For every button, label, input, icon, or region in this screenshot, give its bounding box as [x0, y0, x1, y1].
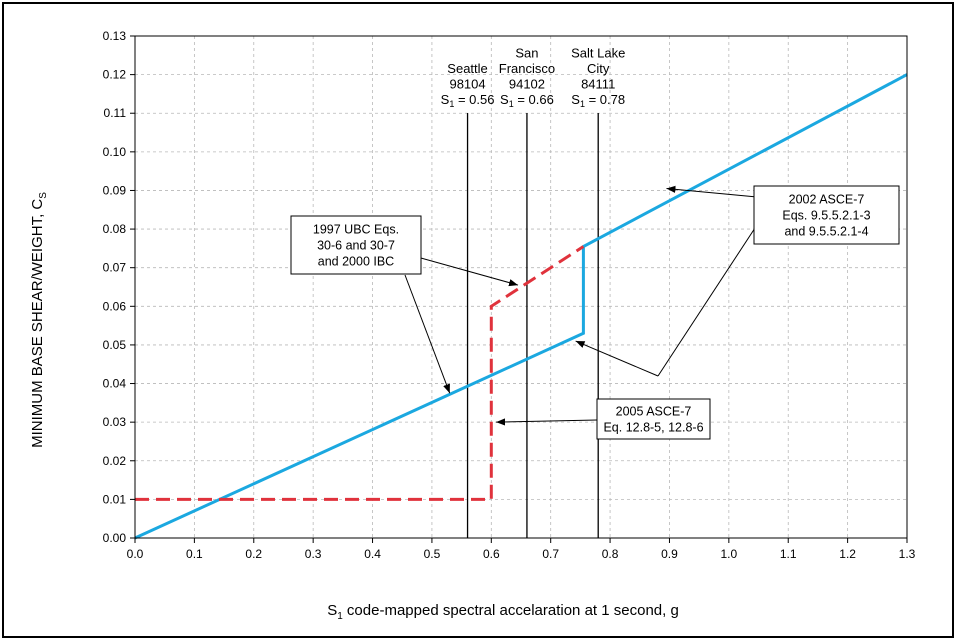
annotation-box-asce2002 — [753, 185, 900, 245]
y-tick-label: 0.02 — [103, 454, 127, 468]
annotation-text-line: 2002 ASCE-7 — [789, 193, 865, 207]
x-tick-label: 0.8 — [602, 547, 619, 561]
x-tick-label: 0.3 — [305, 547, 322, 561]
x-tick-label: 1.0 — [721, 547, 738, 561]
annotation-arrow — [496, 418, 598, 426]
annotation-text-line: and 9.5.5.2.1-4 — [784, 225, 868, 239]
city-label-line: 98104 — [449, 77, 485, 92]
annotation-text-line: 2005 ASCE-7 — [616, 405, 692, 419]
grid — [135, 36, 907, 538]
x-tick-label: 0.9 — [661, 547, 678, 561]
annotation-box-ubc — [290, 215, 422, 275]
city-label-line: S1 = 0.56 — [441, 92, 495, 109]
city-label-line: S1 = 0.78 — [571, 92, 625, 109]
x-tick-label: 1.3 — [899, 547, 916, 561]
x-tick-label: 0.5 — [424, 547, 441, 561]
annotation-text-line: and 2000 IBC — [318, 255, 394, 269]
annotation-arrows — [384, 185, 758, 426]
y-tick-label: 0.09 — [103, 183, 127, 197]
annotation-arrow — [666, 185, 758, 198]
city-label-line: Seattle — [447, 61, 487, 76]
annotation-arrow — [575, 340, 659, 377]
series-line-solid — [134, 73, 908, 540]
y-tick-label: 0.03 — [103, 415, 127, 429]
x-tick-label: 1.1 — [780, 547, 797, 561]
x-axis-title: S1 code-mapped spectral accelaration at … — [327, 602, 679, 622]
annotation-text-line: 1997 UBC Eqs. — [313, 223, 399, 237]
y-tick-label: 0.01 — [103, 492, 127, 506]
annotation-text-line: Eqs. 9.5.5.2.1-3 — [782, 209, 870, 223]
y-tick-label: 0.13 — [103, 29, 127, 43]
tick-labels: 0.0 0.1 0.2 0.3 0.4 0.5 0.6 0.7 0.8 0.9 1.0 1.1 1.2 1… — [103, 29, 916, 561]
y-tick-label: 0.05 — [103, 338, 127, 352]
annotation-text-line: 30-6 and 30-7 — [317, 239, 395, 253]
x-tick-label: 0.4 — [364, 547, 381, 561]
annotation-boxes: 1997 UBC Eqs. 30-6 and 30-7 and 2000 IBC 20… — [290, 185, 900, 440]
y-tick-label: 0.06 — [103, 299, 127, 313]
x-tick-label: 0.0 — [127, 547, 144, 561]
y-tick-label: 0.10 — [103, 145, 127, 159]
x-tick-label: 0.6 — [483, 547, 500, 561]
annotation-text-line: Eq. 12.8-5, 12.8-6 — [603, 421, 703, 435]
city-label-line: 84111 — [581, 77, 615, 92]
city-label-line: S1 = 0.66 — [500, 92, 554, 109]
annotation-arrow — [404, 274, 451, 394]
series-line-dashed — [135, 245, 585, 501]
y-tick-label: 0.04 — [103, 377, 127, 391]
city-label-line: 94102 — [509, 77, 545, 92]
reference-lines — [466, 113, 599, 538]
city-label-line: San — [515, 46, 538, 61]
y-axis-title: MINIMUM BASE SHEAR/WEIGHT, CS — [29, 192, 49, 448]
y-tick-label: 0.12 — [103, 68, 127, 82]
y-tick-label: 0.07 — [103, 261, 127, 275]
city-label-line: Francisco — [499, 61, 555, 76]
series — [134, 73, 908, 540]
plot-area — [134, 35, 908, 539]
y-tick-label: 0.00 — [103, 531, 127, 545]
annotation-box-asce2005 — [596, 398, 711, 440]
x-tick-label: 1.2 — [839, 547, 856, 561]
x-tick-label: 0.7 — [542, 547, 559, 561]
x-tick-label: 0.1 — [186, 547, 203, 561]
city-label-line: Salt Lake — [571, 46, 625, 61]
annotation-leader — [657, 227, 756, 377]
y-tick-label: 0.11 — [104, 106, 127, 120]
city-label-line: City — [587, 61, 610, 76]
x-tick-label: 0.2 — [245, 547, 262, 561]
y-tick-label: 0.08 — [103, 222, 127, 236]
